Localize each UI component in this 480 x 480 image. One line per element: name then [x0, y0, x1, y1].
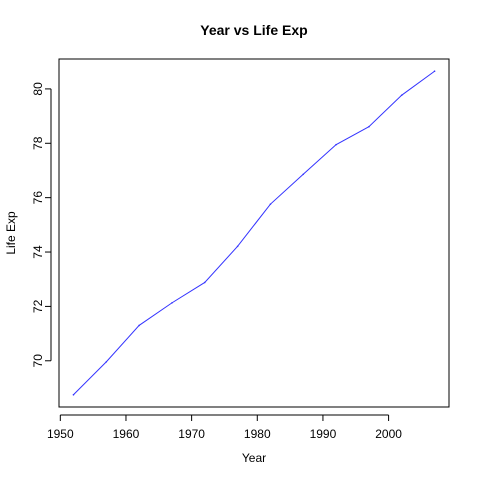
data-point [269, 203, 272, 205]
series-line [73, 70, 435, 396]
data-point [138, 324, 140, 327]
data-point [236, 245, 239, 248]
y-tick-label: 74 [31, 245, 45, 259]
plot-frame [58, 58, 450, 408]
chart-title: Year vs Life Exp [200, 22, 307, 38]
y-tick-label: 80 [31, 82, 45, 96]
x-tick-label: 1990 [310, 427, 337, 441]
data-point [72, 393, 75, 396]
data-point [203, 281, 206, 284]
y-tick-label: 78 [31, 136, 45, 150]
x-axis: 1950 1960 1970 1980 1990 2000 [47, 414, 402, 441]
x-axis-label: Year [242, 451, 266, 465]
data-point [105, 361, 108, 363]
y-tick-label: 76 [31, 191, 45, 205]
x-tick-label: 1970 [178, 427, 205, 441]
x-tick-label: 2000 [375, 427, 402, 441]
x-tick-label: 1960 [113, 427, 140, 441]
y-axis-label: Life Exp [4, 211, 18, 255]
data-point [433, 70, 436, 73]
data-point [171, 302, 173, 304]
series-layer [72, 70, 436, 396]
data-point [335, 143, 337, 146]
y-tick-label: 72 [31, 299, 45, 313]
y-tick-label: 70 [31, 354, 45, 368]
x-tick-label: 1950 [47, 427, 74, 441]
data-point [302, 173, 305, 176]
data-point [400, 94, 403, 96]
data-point [368, 125, 370, 128]
y-axis: 70 72 74 76 78 80 [31, 82, 52, 368]
x-tick-label: 1980 [244, 427, 271, 441]
